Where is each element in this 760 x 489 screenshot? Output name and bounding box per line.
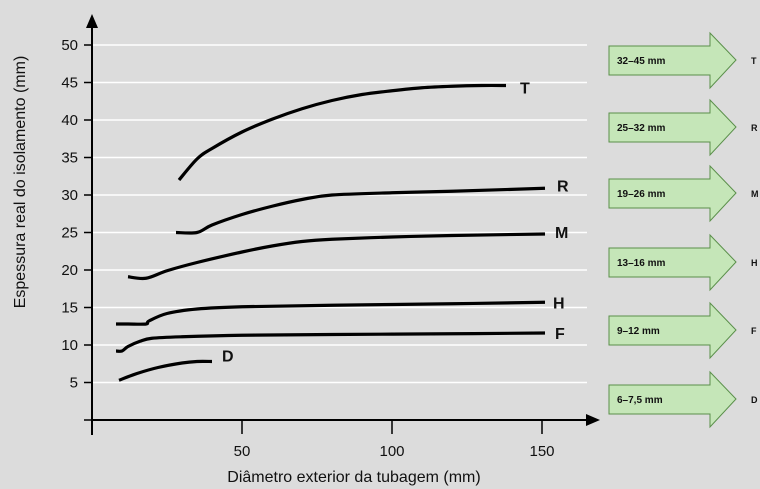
arrow-range-label: 32–45 mm bbox=[617, 56, 665, 67]
thickness-arrow: 25–32 mm R bbox=[608, 98, 758, 157]
arrow-shape bbox=[608, 233, 737, 292]
arrow-range-label: 6–7,5 mm bbox=[617, 395, 663, 406]
x-tick-label: 150 bbox=[529, 443, 554, 460]
series-label-r: R bbox=[557, 178, 569, 195]
series-label-m: M bbox=[555, 225, 568, 242]
thickness-arrow: 9–12 mm F bbox=[608, 301, 757, 360]
y-tick-label: 20 bbox=[61, 262, 78, 279]
arrow-range-label: 19–26 mm bbox=[617, 189, 665, 200]
y-tick-label: 30 bbox=[61, 187, 78, 204]
series-labels: D FH M R T bbox=[222, 81, 569, 366]
series-line-h bbox=[116, 300, 546, 326]
thickness-arrow: 19–26 mm M bbox=[608, 164, 759, 223]
arrow-shape bbox=[608, 164, 737, 223]
x-tick-label: 100 bbox=[379, 443, 404, 460]
series-line-m bbox=[127, 232, 546, 281]
arrow-range-label: 9–12 mm bbox=[617, 326, 660, 337]
y-tick-label: 25 bbox=[61, 225, 78, 242]
y-tick-label: 35 bbox=[61, 150, 78, 167]
x-axis-title: Diâmetro exterior da tubagem (mm) bbox=[227, 469, 480, 486]
thickness-arrow: 13–16 mm H bbox=[608, 233, 758, 292]
y-axis-arrowhead bbox=[86, 14, 98, 28]
arrow-shape bbox=[608, 31, 737, 90]
axes bbox=[86, 14, 600, 435]
arrow-series-code: F bbox=[751, 326, 757, 336]
x-tick-label: 50 bbox=[234, 443, 251, 460]
arrow-shape bbox=[608, 301, 737, 360]
series-curves bbox=[115, 83, 546, 382]
y-tick-label: 40 bbox=[61, 112, 78, 129]
series-line-r bbox=[175, 186, 546, 235]
arrow-shape bbox=[608, 98, 737, 157]
x-axis-arrowhead bbox=[586, 414, 600, 426]
thickness-arrows: 32–45 mm T 25–32 mm R 19–26 mm M 13–16 mm H 9–12… bbox=[608, 31, 759, 429]
y-tick-label: 15 bbox=[61, 300, 78, 317]
series-label-d: D bbox=[222, 349, 234, 366]
arrow-series-code: H bbox=[751, 258, 758, 268]
y-tick-label: 10 bbox=[61, 337, 78, 354]
series-label-t: T bbox=[520, 81, 530, 98]
series-line-d bbox=[118, 359, 213, 382]
y-tick-label: 5 bbox=[70, 375, 78, 392]
arrow-series-code: D bbox=[751, 395, 758, 405]
y-axis-title: Espessura real do isolamento (mm) bbox=[12, 56, 29, 309]
series-line-f bbox=[115, 331, 546, 353]
arrow-series-code: R bbox=[751, 123, 758, 133]
series-label-f: F bbox=[555, 326, 565, 343]
ticks: 5 10 15 20 25 30 35 40 45 50 50 100 150 bbox=[61, 37, 554, 460]
arrow-series-code: T bbox=[751, 56, 757, 66]
arrow-range-label: 25–32 mm bbox=[617, 123, 665, 134]
series-label-h: H bbox=[553, 295, 565, 312]
arrow-series-code: M bbox=[751, 189, 759, 199]
y-tick-label: 45 bbox=[61, 75, 78, 92]
series-line-t bbox=[177, 83, 507, 182]
arrow-range-label: 13–16 mm bbox=[617, 258, 665, 269]
y-tick-label: 50 bbox=[61, 37, 78, 54]
thickness-arrow: 6–7,5 mm D bbox=[608, 370, 758, 429]
arrow-shape bbox=[608, 370, 737, 429]
thickness-arrow: 32–45 mm T bbox=[608, 31, 757, 90]
